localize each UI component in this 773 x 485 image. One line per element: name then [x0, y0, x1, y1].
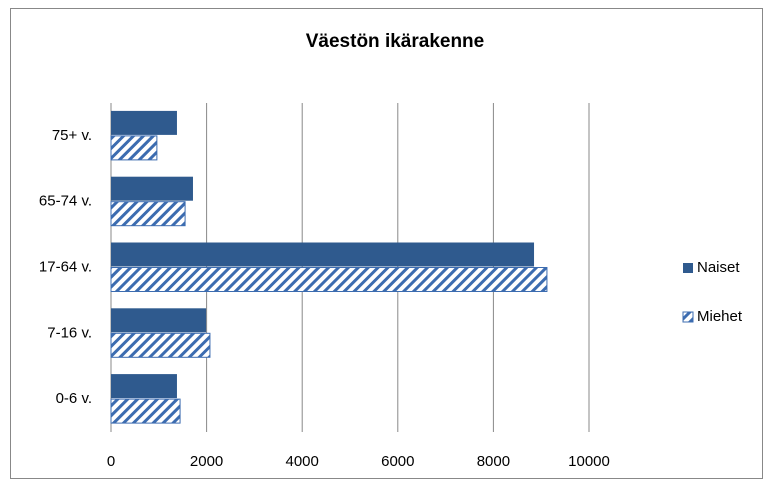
chart-title: Väestön ikärakenne	[306, 31, 484, 52]
legend-label: Miehet	[697, 308, 743, 325]
y-tick-label: 0-6 v.	[56, 390, 92, 407]
bar	[110, 398, 181, 424]
bar	[111, 242, 535, 267]
x-tick-label: 4000	[286, 453, 319, 470]
x-tick-label: 6000	[381, 453, 414, 470]
bar	[110, 201, 186, 227]
bar	[111, 110, 177, 135]
legend-label: Naiset	[697, 259, 740, 276]
legend-swatch	[683, 263, 693, 273]
bar	[110, 332, 211, 358]
y-tick-label: 65-74 v.	[39, 193, 92, 210]
x-tick-label: 8000	[477, 453, 510, 470]
x-tick-label: 10000	[568, 453, 610, 470]
x-tick-label: 2000	[190, 453, 223, 470]
legend-swatch	[682, 311, 694, 323]
bar	[111, 374, 177, 399]
x-tick-label: 0	[107, 453, 115, 470]
bar	[111, 176, 193, 201]
y-tick-label: 17-64 v.	[39, 258, 92, 275]
bar	[110, 135, 158, 161]
bar	[111, 308, 207, 333]
y-tick-label: 7-16 v.	[47, 324, 92, 341]
y-tick-label: 75+ v.	[52, 127, 92, 144]
bar	[110, 267, 548, 292]
